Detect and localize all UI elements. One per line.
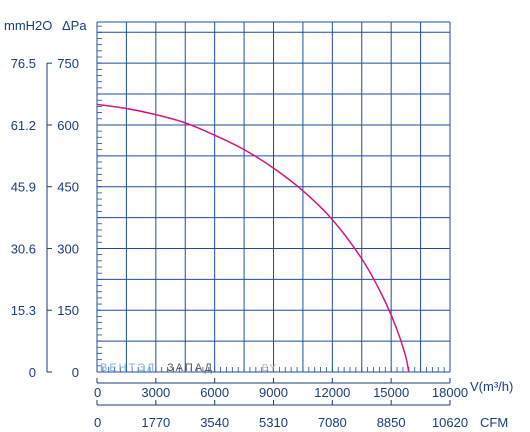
x-tick-label-cfm: 8850 [377,415,406,430]
x-tick-label-cfm: 1770 [141,415,170,430]
x-tick-label-m3h: 18000 [432,385,468,400]
y-tick-label-mmh2o: 61.2 [11,118,36,133]
x-tick-label-cfm: 3540 [200,415,229,430]
y-tick-label-pa: 150 [57,303,79,318]
x-tick-label-m3h: 12000 [314,385,350,400]
x-tick-label-m3h: 9000 [259,385,288,400]
x-unit-bottom: CFM [480,415,508,430]
y-unit-right: ΔPa [62,18,87,33]
x-tick-label-cfm: 0 [94,415,101,430]
x-unit-top: V(m³/h) [470,379,513,394]
fan-curve [96,103,410,373]
watermark-domain: .BY [258,363,277,374]
y-tick-label-mmh2o: 45.9 [11,180,36,195]
y-tick-label-pa: 600 [57,118,79,133]
watermark-brand-b: ЗАПАД [167,362,214,374]
y-tick-label-pa: 450 [57,180,79,195]
x-tick-label-m3h: 6000 [200,385,229,400]
y-tick-label-pa: 300 [57,241,79,256]
y-tick-label-mmh2o: 30.6 [11,241,36,256]
y-tick-label-pa: 0 [72,365,79,380]
x-tick-label-m3h: 15000 [373,385,409,400]
watermark-brand-a: ВЕНТЭЛ [100,362,156,374]
y-tick-label-mmh2o: 15.3 [11,303,36,318]
y-tick-label-mmh2o: 0 [29,365,36,380]
x-tick-label-m3h: 3000 [141,385,170,400]
y-tick-label-pa: 750 [57,56,79,71]
x-ticks: 0 0 3000 1770 6000 3540 9000 5310 12000 7080 15000… [94,378,468,430]
x-tick-label-cfm: 7080 [318,415,347,430]
y-unit-left: mmH2O [4,18,52,33]
grid [96,21,451,373]
x-tick-label-m3h: 0 [94,385,101,400]
y-ticks: 0 0 15.3 150 30.6 300 45.9 450 61.2 600 76.5 750 [11,56,79,380]
y-tick-label-mmh2o: 76.5 [11,56,36,71]
x-tick-label-cfm: 10620 [432,415,468,430]
axes [46,63,450,406]
x-tick-label-cfm: 5310 [259,415,288,430]
watermark: ВЕНТЭЛ ЗАПАД .BY [100,362,277,374]
